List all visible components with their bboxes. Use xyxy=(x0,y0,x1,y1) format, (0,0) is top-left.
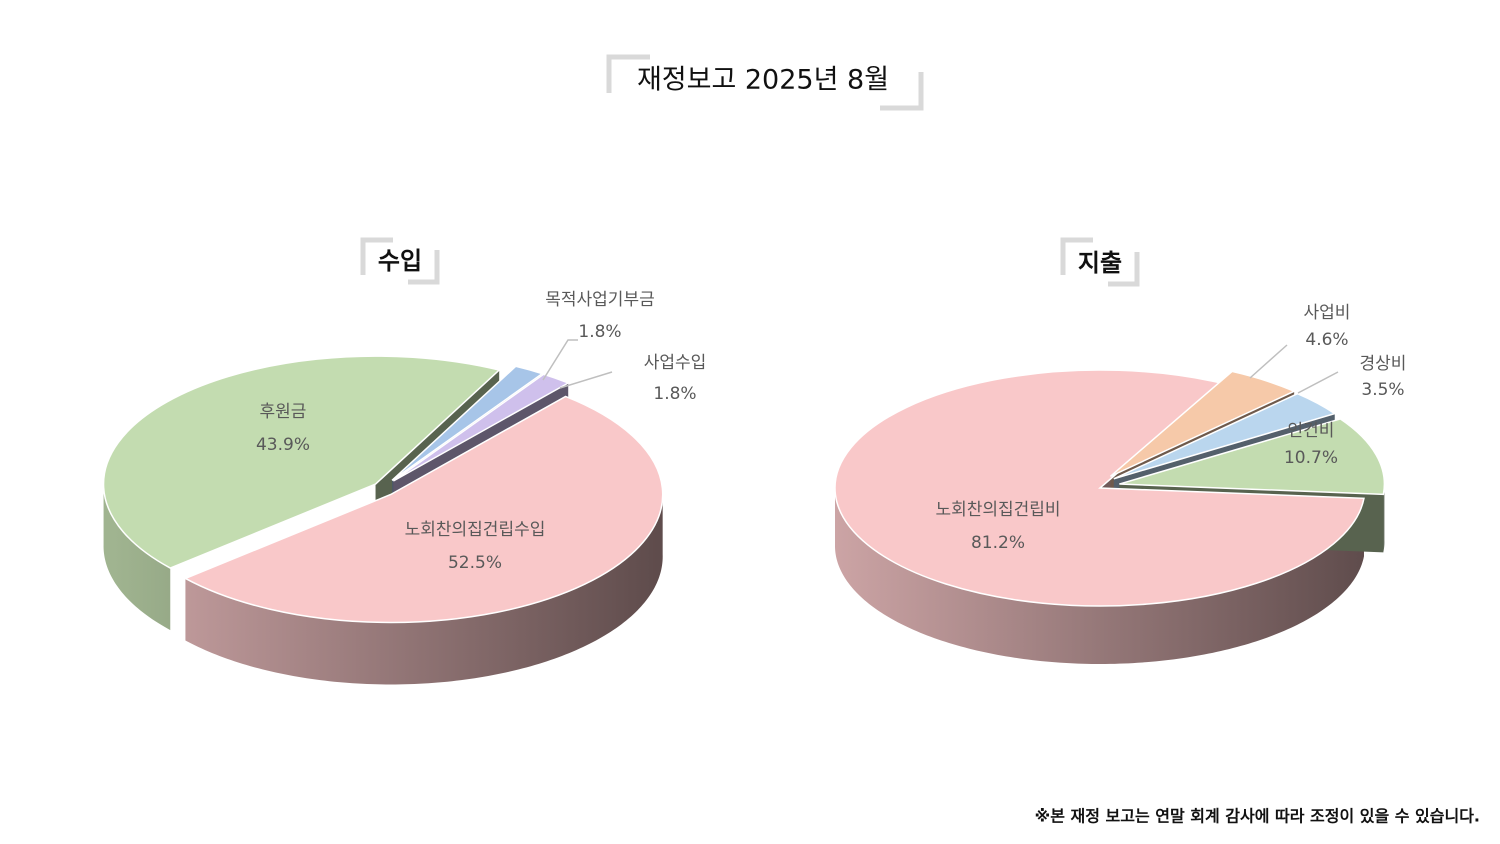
heading-bracket xyxy=(1108,252,1140,287)
heading-bracket xyxy=(408,250,440,285)
leader-line xyxy=(542,339,578,381)
slice-label: 후원금 xyxy=(260,402,307,422)
pie-slice xyxy=(183,395,664,624)
value-label: 10.7% xyxy=(1284,448,1338,468)
value-label: 52.5% xyxy=(448,553,502,573)
slice-label: 경상비 xyxy=(1360,354,1407,374)
leader-line xyxy=(559,371,613,389)
value-label: 4.6% xyxy=(1305,330,1348,350)
slice-label: 노회찬의집건립비 xyxy=(935,500,1060,520)
pie-slice xyxy=(102,355,501,569)
pie-slice xyxy=(392,373,570,482)
pie-slice xyxy=(1119,418,1386,496)
value-label: 3.5% xyxy=(1361,380,1404,400)
pie-slice xyxy=(1113,392,1337,480)
pie-slice xyxy=(1109,370,1297,477)
slice-label: 인건비 xyxy=(1288,421,1335,441)
value-label: 1.8% xyxy=(578,322,621,342)
pie-slice-side xyxy=(1383,482,1385,553)
pie-slice-side xyxy=(185,492,663,685)
value-label: 43.9% xyxy=(256,435,310,455)
pie-slice-side xyxy=(835,486,1364,664)
leader-line xyxy=(1249,344,1288,379)
slice-label: 목적사업기부금 xyxy=(545,290,654,310)
value-label: 1.8% xyxy=(653,384,696,404)
title-bracket xyxy=(880,72,924,111)
slice-label: 사업비 xyxy=(1304,303,1351,323)
slice-label: 사업수입 xyxy=(644,353,707,373)
value-label: 81.2% xyxy=(971,533,1025,553)
pie-slice xyxy=(834,369,1365,607)
title-bracket xyxy=(606,54,650,93)
footnote: ※본 재정 보고는 연말 회계 감사에 따라 조정이 있을 수 있습니다. xyxy=(1035,807,1480,826)
chart-heading: 수입 xyxy=(378,247,422,275)
leader-line xyxy=(1297,371,1339,394)
chart-heading: 지출 xyxy=(1078,249,1122,277)
slice-label: 노회찬의집건립수입 xyxy=(405,520,546,540)
pie-slice xyxy=(391,365,544,481)
heading-bracket xyxy=(1060,237,1093,275)
page-title: 재정보고 2025년 8월 xyxy=(637,65,889,96)
heading-bracket xyxy=(360,237,393,275)
pie-slice-side xyxy=(103,482,171,631)
